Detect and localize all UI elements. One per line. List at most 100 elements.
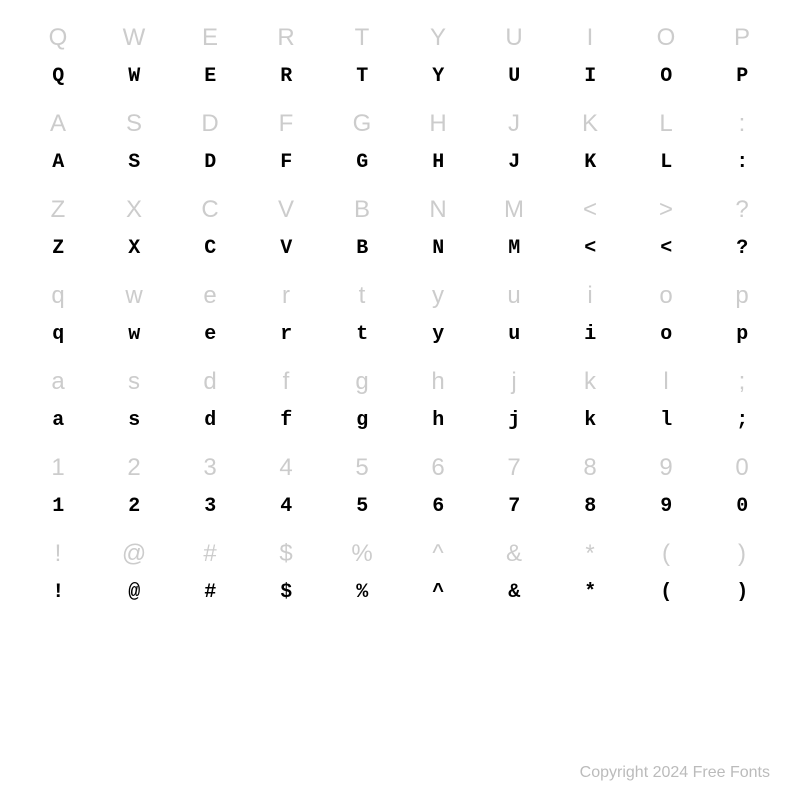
reference-char: P [734, 25, 750, 51]
grid-row: ZZXXCCVVBBNNMM<<><?? [20, 197, 780, 261]
font-glyph: G [356, 151, 368, 175]
grid-cell: DD [172, 111, 248, 175]
reference-char: i [587, 283, 592, 309]
grid-cell: << [552, 197, 628, 261]
grid-cell: HH [400, 111, 476, 175]
font-glyph: 0 [736, 495, 748, 519]
font-glyph: f [280, 409, 292, 433]
font-glyph: u [508, 323, 520, 347]
reference-char: & [506, 541, 522, 567]
reference-char: o [659, 283, 672, 309]
font-glyph: i [584, 323, 596, 347]
reference-char: 6 [431, 455, 444, 481]
grid-cell: %% [324, 541, 400, 605]
grid-cell: @@ [96, 541, 172, 605]
grid-cell: 33 [172, 455, 248, 519]
grid-row: !!@@##$$%%^^&&**(()) [20, 541, 780, 605]
font-glyph: ^ [432, 581, 444, 605]
grid-cell: RR [248, 25, 324, 89]
reference-char: 5 [355, 455, 368, 481]
grid-cell: rr [248, 283, 324, 347]
grid-cell: CC [172, 197, 248, 261]
grid-cell: dd [172, 369, 248, 433]
reference-char: t [359, 283, 366, 309]
reference-char: R [277, 25, 294, 51]
grid-row: QQWWEERRTTYYUUIIOOPP [20, 25, 780, 89]
grid-cell: gg [324, 369, 400, 433]
grid-row: qqwweerrttyyuuiioopp [20, 283, 780, 347]
font-glyph: C [204, 237, 216, 261]
font-glyph: ; [736, 409, 748, 433]
font-glyph: T [356, 65, 368, 89]
font-glyph: j [508, 409, 520, 433]
reference-char: Y [430, 25, 446, 51]
reference-char: ? [735, 197, 748, 223]
grid-cell: MM [476, 197, 552, 261]
reference-char: A [50, 111, 66, 137]
reference-char: : [739, 111, 746, 137]
grid-cell: :: [704, 111, 780, 175]
reference-char: L [659, 111, 672, 137]
grid-cell: ## [172, 541, 248, 605]
grid-cell: 22 [96, 455, 172, 519]
reference-char: O [657, 25, 676, 51]
font-glyph: J [508, 151, 520, 175]
grid-cell: oo [628, 283, 704, 347]
grid-cell: YY [400, 25, 476, 89]
reference-char: F [279, 111, 294, 137]
grid-cell: !! [20, 541, 96, 605]
reference-char: h [431, 369, 444, 395]
font-glyph: K [584, 151, 596, 175]
font-glyph: * [584, 581, 596, 605]
reference-char: r [282, 283, 290, 309]
reference-char: * [585, 541, 594, 567]
reference-char: ! [55, 541, 62, 567]
grid-cell: FF [248, 111, 324, 175]
font-glyph: N [432, 237, 444, 261]
font-glyph: Q [52, 65, 64, 89]
reference-char: T [355, 25, 370, 51]
font-glyph: D [204, 151, 216, 175]
font-glyph: y [432, 323, 444, 347]
reference-char: 3 [203, 455, 216, 481]
grid-cell: ;; [704, 369, 780, 433]
grid-cell: hh [400, 369, 476, 433]
grid-cell: )) [704, 541, 780, 605]
grid-cell: BB [324, 197, 400, 261]
reference-char: 8 [583, 455, 596, 481]
font-glyph: a [52, 409, 64, 433]
grid-cell: LL [628, 111, 704, 175]
font-glyph: O [660, 65, 672, 89]
reference-char: M [504, 197, 524, 223]
grid-cell: ww [96, 283, 172, 347]
font-glyph: : [736, 151, 748, 175]
font-glyph: o [660, 323, 672, 347]
font-glyph: 9 [660, 495, 672, 519]
grid-cell: uu [476, 283, 552, 347]
reference-char: % [351, 541, 372, 567]
grid-cell: AA [20, 111, 96, 175]
grid-cell: 88 [552, 455, 628, 519]
grid-cell: kk [552, 369, 628, 433]
font-glyph: I [584, 65, 596, 89]
font-glyph: P [736, 65, 748, 89]
grid-cell: EE [172, 25, 248, 89]
copyright-text: Copyright 2024 Free Fonts [580, 764, 770, 782]
reference-char: k [584, 369, 596, 395]
grid-cell: pp [704, 283, 780, 347]
font-glyph: L [660, 151, 672, 175]
reference-char: $ [279, 541, 292, 567]
font-glyph: @ [128, 581, 140, 605]
font-glyph: F [280, 151, 292, 175]
grid-cell: NN [400, 197, 476, 261]
font-glyph: % [356, 581, 368, 605]
grid-cell: ll [628, 369, 704, 433]
reference-char: Q [49, 25, 68, 51]
grid-cell: WW [96, 25, 172, 89]
grid-cell: aa [20, 369, 96, 433]
reference-char: V [278, 197, 294, 223]
grid-cell: QQ [20, 25, 96, 89]
grid-cell: ZZ [20, 197, 96, 261]
font-glyph: 8 [584, 495, 596, 519]
reference-char: # [203, 541, 216, 567]
